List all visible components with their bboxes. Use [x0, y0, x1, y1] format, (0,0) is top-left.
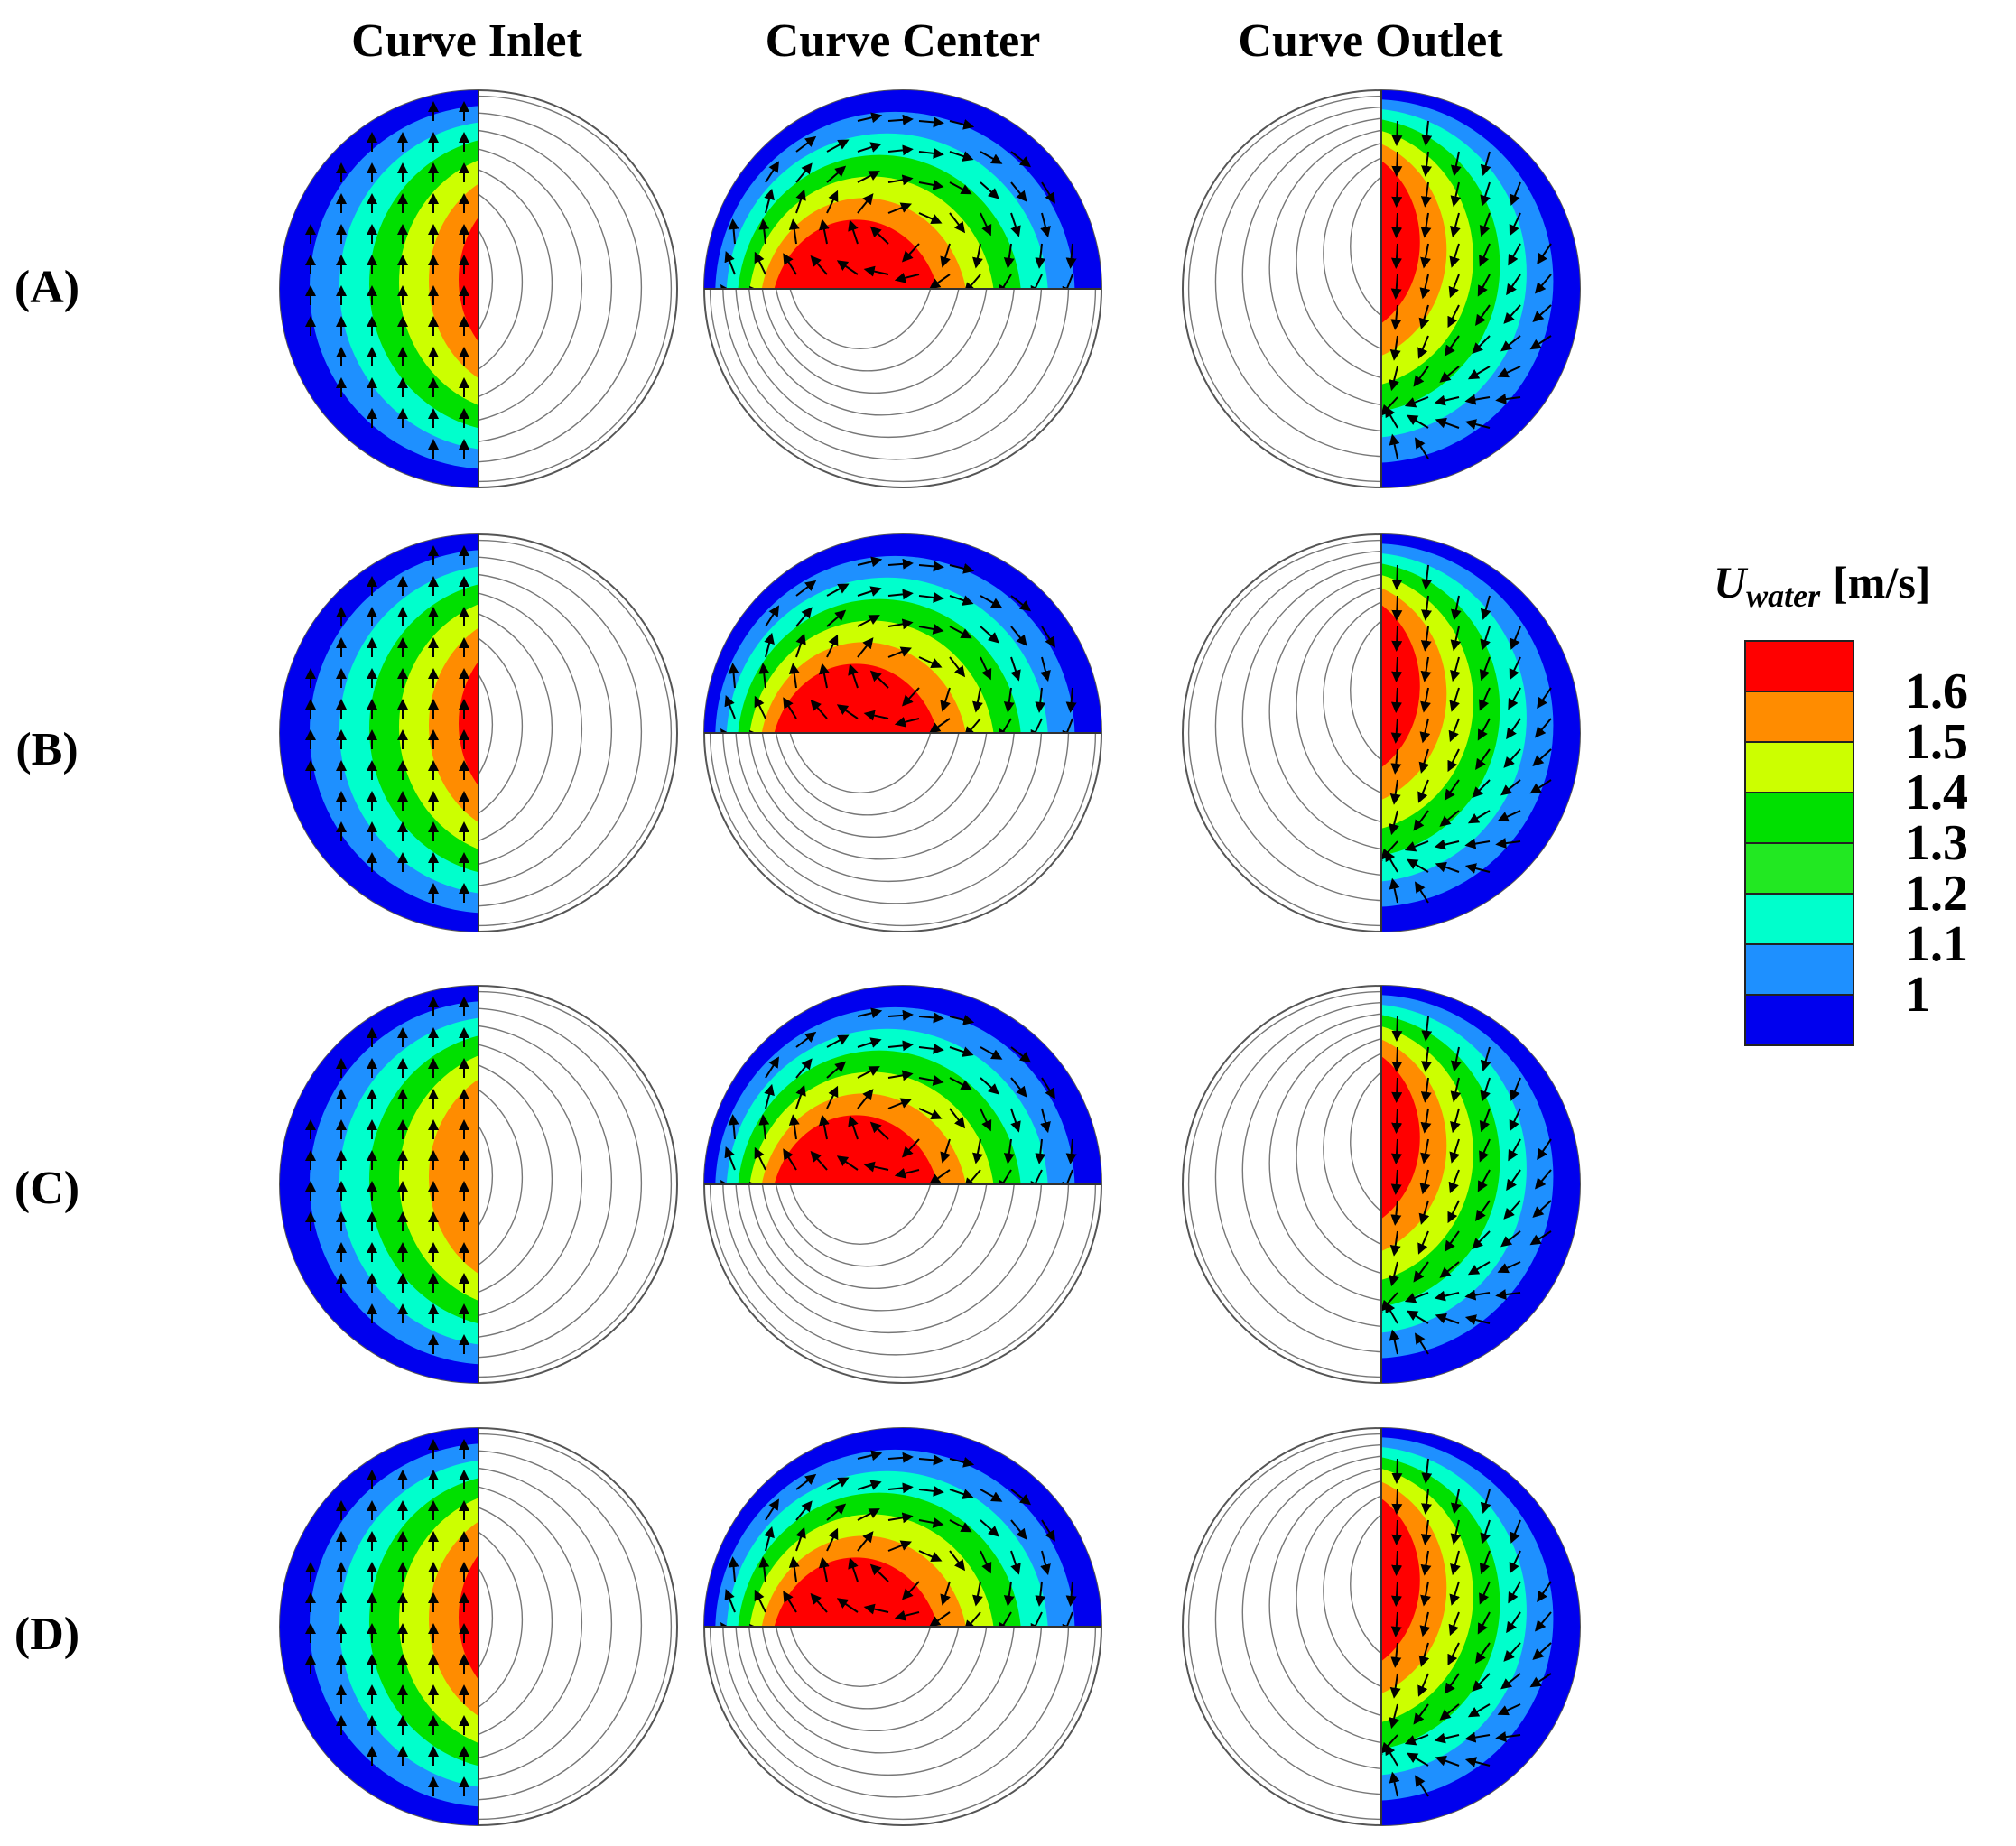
cross-section-panel [279, 985, 678, 1384]
velocity-contour-fill [280, 534, 478, 932]
legend-swatch [1744, 893, 1854, 945]
legend-tick-label: 1.6 [1905, 663, 1968, 719]
cross-section-panels [279, 89, 1581, 1826]
contour-lines [709, 733, 1097, 927]
legend-variable-subscript: water [1746, 578, 1821, 614]
row-label-b: (B) [15, 724, 78, 775]
legend-swatch [1744, 943, 1854, 996]
velocity-vectors [1381, 564, 1552, 904]
velocity-contour-fill [1381, 1428, 1580, 1825]
velocity-vectors [1381, 120, 1552, 459]
velocity-vectors [305, 101, 469, 459]
legend-tick-label: 1.4 [1905, 765, 1968, 821]
velocity-contour-fill [280, 90, 478, 487]
legend-swatch [1744, 691, 1854, 743]
contour-lines [478, 95, 673, 483]
velocity-contour-fill [1381, 90, 1580, 487]
velocity-contour-fill [280, 986, 478, 1383]
contour-lines [478, 539, 673, 927]
velocity-contour-fill [1381, 534, 1580, 932]
cross-section-panel [703, 985, 1102, 1384]
legend-swatch [1744, 842, 1854, 895]
legend-tick-label: 1.3 [1905, 815, 1968, 871]
velocity-vectors [720, 1007, 1077, 1184]
velocity-vectors [305, 997, 469, 1354]
column-header-inlet: Curve Inlet [351, 15, 582, 67]
cross-section-panel [1182, 1427, 1581, 1826]
column-header-outlet: Curve Outlet [1238, 15, 1503, 67]
velocity-contour-fill [704, 90, 1101, 289]
contour-lines [709, 1184, 1097, 1378]
velocity-contour-fill [1381, 986, 1580, 1383]
velocity-contour-fill [704, 534, 1101, 733]
legend-swatch [1744, 741, 1854, 793]
velocity-vectors [720, 556, 1077, 733]
row-label-a: (A) [14, 262, 79, 313]
legend-variable: U [1714, 557, 1749, 608]
velocity-vectors [1381, 1458, 1552, 1797]
velocity-contour-fill [704, 1428, 1101, 1627]
legend-tick-label: 1.5 [1905, 714, 1968, 770]
velocity-vectors [305, 1439, 469, 1796]
legend-swatch [1744, 792, 1854, 844]
contour-lines [478, 1433, 673, 1821]
contour-lines [709, 289, 1097, 483]
cross-section-panel [703, 533, 1102, 932]
cross-section-panel [1182, 533, 1581, 932]
cross-section-panel [279, 533, 678, 932]
cross-section-panel [1182, 985, 1581, 1384]
row-label-c: (C) [14, 1163, 79, 1214]
legend-title: Uwater [m/s] [1714, 557, 1930, 614]
cross-section-panel [279, 1427, 678, 1826]
cross-section-panel [703, 89, 1102, 488]
cross-section-panel [703, 1427, 1102, 1826]
cross-section-panel [279, 89, 678, 488]
cross-section-panel [1182, 89, 1581, 488]
contour-lines [709, 1627, 1097, 1821]
legend-tick-label: 1.1 [1905, 916, 1968, 972]
velocity-legend: Uwater [m/s] 1.61.51.41.31.21.11 [1714, 557, 1968, 1046]
legend-swatch [1744, 994, 1854, 1046]
column-header-center: Curve Center [766, 15, 1041, 67]
row-label-d: (D) [14, 1609, 79, 1660]
legend-swatch [1744, 640, 1854, 692]
contour-lines [478, 990, 673, 1378]
velocity-vectors [305, 545, 469, 903]
velocity-vectors [720, 1450, 1077, 1627]
velocity-vectors [720, 112, 1077, 289]
legend-unit: [m/s] [1833, 557, 1930, 608]
legend-tick-label: 1 [1905, 967, 1930, 1023]
legend-tick-label: 1.2 [1905, 866, 1968, 922]
velocity-contour-fill [280, 1428, 478, 1825]
velocity-vectors [1381, 1016, 1552, 1355]
legend-color-bar: 1.61.51.41.31.21.11 [1744, 640, 1968, 1046]
velocity-contour-fill [704, 986, 1101, 1184]
